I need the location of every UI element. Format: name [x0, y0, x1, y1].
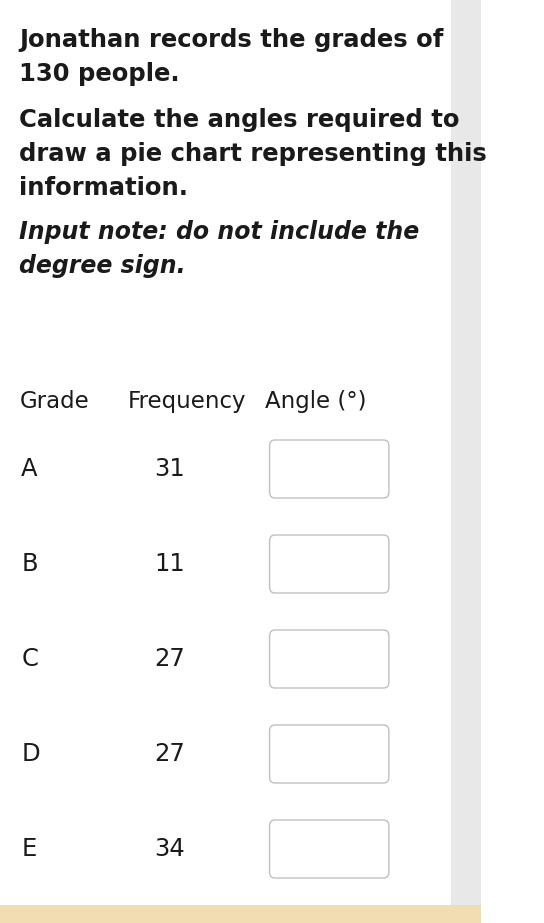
Text: 31: 31 [154, 457, 186, 481]
Text: Angle (°): Angle (°) [265, 390, 367, 413]
Text: Jonathan records the grades of: Jonathan records the grades of [20, 28, 444, 52]
FancyBboxPatch shape [270, 820, 389, 878]
Text: 11: 11 [154, 552, 186, 576]
Text: B: B [21, 552, 38, 576]
Text: Frequency: Frequency [128, 390, 246, 413]
Text: E: E [21, 837, 36, 861]
FancyBboxPatch shape [270, 440, 389, 498]
Text: 27: 27 [154, 647, 186, 671]
Text: degree sign.: degree sign. [20, 254, 186, 278]
Text: Grade: Grade [20, 390, 89, 413]
Text: 130 people.: 130 people. [20, 62, 180, 86]
Text: information.: information. [20, 176, 188, 200]
Text: Calculate the angles required to: Calculate the angles required to [20, 108, 460, 132]
Text: 27: 27 [154, 742, 186, 766]
FancyBboxPatch shape [270, 630, 389, 688]
FancyBboxPatch shape [451, 0, 481, 905]
Text: draw a pie chart representing this: draw a pie chart representing this [20, 142, 487, 166]
Text: C: C [21, 647, 38, 671]
FancyBboxPatch shape [270, 725, 389, 783]
Text: A: A [21, 457, 38, 481]
FancyBboxPatch shape [270, 535, 389, 593]
Text: Input note: do not include the: Input note: do not include the [20, 220, 419, 244]
Text: 34: 34 [154, 837, 186, 861]
Text: D: D [21, 742, 40, 766]
FancyBboxPatch shape [0, 905, 481, 923]
